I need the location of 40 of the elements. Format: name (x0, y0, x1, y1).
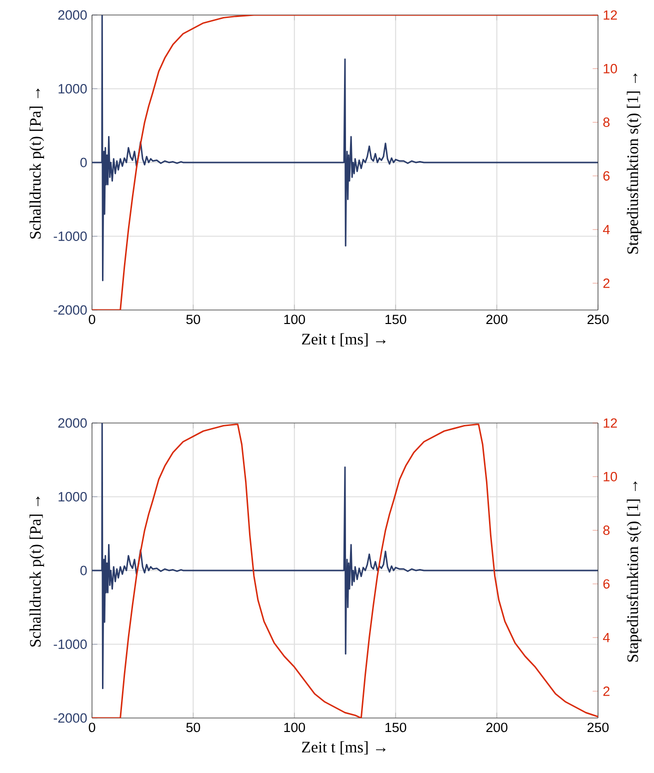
y-axis-title: Schalldruck p(t) [Pa] → (30, 496, 44, 647)
y-tick-label: 2000 (58, 418, 87, 428)
x-tick-label: 150 (386, 314, 406, 324)
y2-tick-label: 4 (603, 632, 610, 642)
y2-tick-label: 6 (603, 579, 610, 589)
y2-tick-label: 10 (604, 64, 618, 74)
y2-tick-label: 12 (604, 10, 617, 20)
y-tick-label: -1000 (54, 232, 87, 241)
x-tick-label: 100 (284, 314, 306, 324)
y2-tick-label: 6 (603, 171, 610, 181)
y2-tick-label: 4 (603, 224, 610, 234)
y-tick-label: 2000 (58, 10, 87, 20)
y-axis-title: Schalldruck p(t) [Pa] → (30, 88, 44, 239)
x-tick-label: 250 (588, 314, 609, 324)
y2-axis-title: Stapediusfunktion s(t) [1] → (626, 74, 642, 254)
y-tick-label: 1000 (58, 492, 87, 502)
y2-axis-title: Stapediusfunktion s(t) [1] → (626, 482, 642, 662)
y-tick-label: 1000 (58, 84, 87, 94)
y2-tick-label: 8 (603, 118, 610, 127)
y-tick-label: 0 (80, 566, 87, 576)
x-tick-label: 150 (386, 722, 406, 732)
x-tick-label: 50 (186, 314, 200, 324)
x-tick-label: 200 (486, 722, 508, 732)
y2-tick-label: 12 (604, 418, 617, 428)
x-tick-label: 0 (88, 722, 96, 732)
x-tick-label: 50 (186, 722, 200, 732)
y2-tick-label: 2 (603, 686, 610, 696)
y-tick-label: -1000 (54, 640, 87, 649)
y-tick-label: 0 (80, 158, 87, 168)
x-axis-title: Zeit t [ms] → (302, 333, 386, 347)
x-tick-label: 250 (588, 722, 609, 732)
y-tick-label: -2000 (54, 713, 87, 723)
y2-tick-label: 8 (603, 526, 610, 535)
y2-tick-label: 10 (604, 472, 618, 482)
x-tick-label: 0 (88, 314, 96, 324)
x-tick-label: 200 (486, 314, 508, 324)
y2-tick-label: 2 (603, 278, 610, 288)
y-tick-label: -2000 (54, 305, 87, 315)
x-tick-label: 100 (284, 722, 306, 732)
x-axis-title: Zeit t [ms] → (302, 741, 386, 755)
